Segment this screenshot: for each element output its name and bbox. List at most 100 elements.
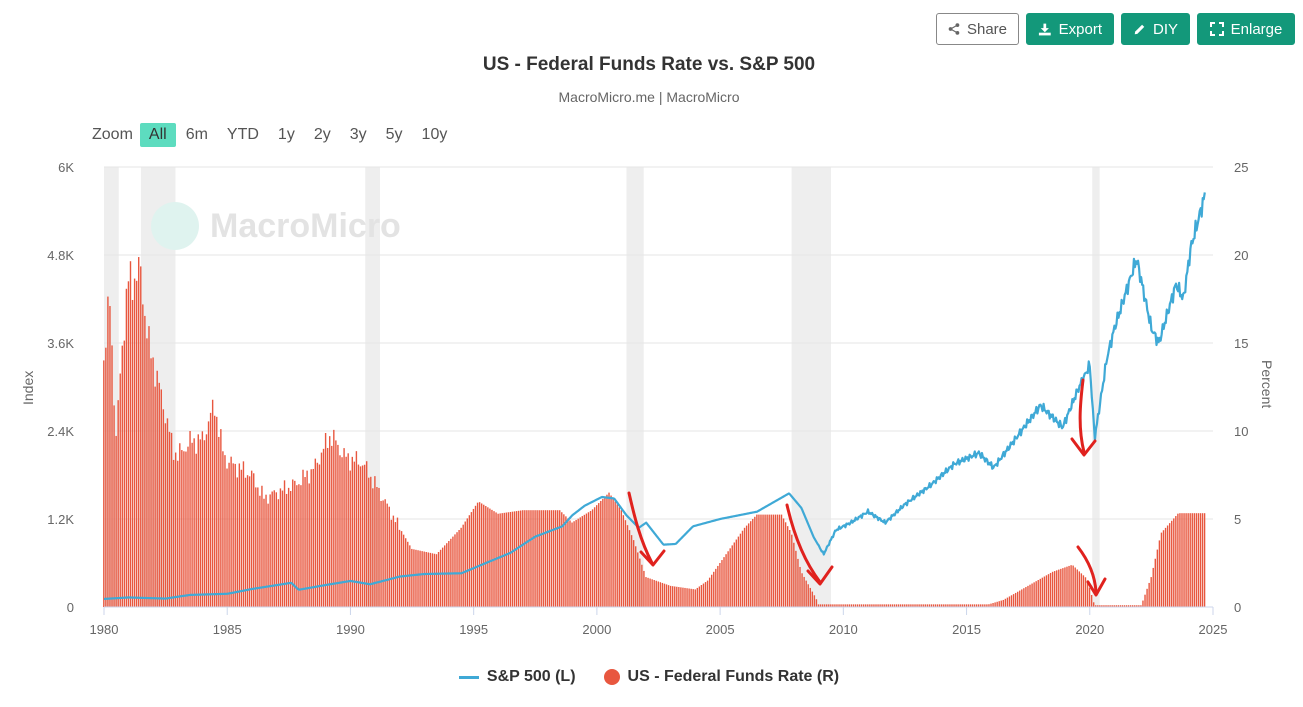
fed-funds-bar (216, 416, 218, 607)
fed-funds-bar (860, 604, 863, 607)
annotation-arrow-head (806, 565, 834, 586)
fed-funds-bar (394, 522, 397, 607)
fed-funds-bar (162, 409, 165, 607)
fed-funds-bar (733, 542, 735, 607)
fed-funds-bar (686, 588, 688, 607)
fed-funds-bar (185, 451, 187, 607)
fed-funds-bar (595, 505, 598, 607)
fed-funds-bar (1051, 571, 1054, 607)
fed-funds-bar (351, 456, 353, 607)
diy-button[interactable]: DIY (1121, 13, 1190, 45)
fed-funds-bar (877, 604, 879, 607)
share-label: Share (966, 20, 1007, 38)
zoom-option-all[interactable]: All (139, 123, 176, 147)
enlarge-button[interactable]: Enlarge (1197, 13, 1295, 45)
fed-funds-bar (1113, 605, 1115, 607)
right-tick-label: 15 (1234, 336, 1248, 351)
fed-funds-bar (343, 448, 345, 607)
fed-funds-bar (717, 565, 719, 607)
fed-funds-bar (501, 513, 503, 607)
fed-funds-bar (567, 518, 569, 607)
fed-funds-bar (166, 418, 169, 607)
zoom-option-5y[interactable]: 5y (385, 126, 403, 143)
fed-funds-bar (710, 574, 713, 607)
fed-funds-bar (156, 370, 158, 607)
fed-funds-bar (961, 604, 963, 607)
fed-funds-bar (253, 473, 255, 607)
fed-funds-bar (1097, 605, 1099, 607)
fed-funds-bar (446, 543, 448, 607)
fed-funds-bar (203, 440, 206, 607)
fed-funds-bar (1148, 582, 1150, 607)
fed-funds-bar (234, 463, 236, 607)
annotation-arrows (627, 378, 1107, 597)
legend-item-sp500[interactable]: S&P 500 (L) (458, 668, 576, 686)
fed-funds-bar (651, 579, 653, 607)
watermark-logo-icon (151, 202, 199, 250)
fed-funds-bar (298, 484, 300, 607)
fed-funds-bar (589, 510, 592, 607)
zoom-option-10y[interactable]: 10y (421, 126, 448, 143)
fed-funds-bar (727, 551, 729, 607)
fed-funds-bar (698, 586, 701, 607)
fed-funds-bar (507, 512, 510, 607)
zoom-option-2y[interactable]: 2y (313, 126, 331, 143)
fed-funds-bar (649, 578, 651, 607)
fed-funds-bar (901, 604, 904, 607)
fed-funds-bar (314, 458, 317, 607)
fed-funds-bar (832, 604, 834, 607)
fed-funds-bar (230, 456, 232, 607)
fed-funds-bar (1134, 605, 1136, 607)
zoom-option-3y[interactable]: 3y (349, 126, 367, 143)
fed-funds-bar (193, 438, 195, 607)
fed-funds-bar (1025, 587, 1027, 607)
fed-funds-bar (1021, 589, 1023, 607)
zoom-option-1y[interactable]: 1y (277, 126, 295, 143)
fed-funds-bar (565, 516, 567, 607)
share-button[interactable]: Share (936, 13, 1019, 45)
fed-funds-bar (667, 585, 670, 607)
fed-funds-bar (1029, 584, 1031, 607)
fed-funds-bar (536, 510, 538, 607)
fed-funds-bar (511, 511, 514, 607)
left-tick-label: 4.8K (47, 248, 74, 263)
legend-label-sp500: S&P 500 (L) (486, 668, 576, 685)
fed-funds-bar (811, 591, 814, 607)
fed-funds-bar (706, 580, 709, 607)
fed-funds-bar (462, 524, 464, 607)
fed-funds-bar (869, 604, 871, 607)
fed-funds-bar (1144, 594, 1146, 607)
fed-funds-bar (111, 345, 113, 607)
fed-funds-bar (721, 560, 723, 607)
fed-funds-bar (331, 445, 333, 607)
fed-funds-bar (690, 588, 692, 607)
fed-funds-bar (349, 470, 351, 607)
fed-funds-bar (324, 432, 327, 607)
x-tick-label: 2025 (1199, 622, 1228, 637)
fed-funds-bar (1164, 527, 1167, 607)
fed-funds-bar (986, 604, 988, 607)
fed-funds-bar (353, 461, 356, 607)
export-button[interactable]: Export (1026, 13, 1114, 45)
fed-funds-bar (142, 304, 144, 607)
annotation-arrow-head (639, 549, 666, 567)
legend-item-fed-funds[interactable]: US - Federal Funds Rate (R) (603, 668, 839, 686)
fed-funds-bar (628, 530, 631, 607)
fed-funds-bar (316, 462, 319, 607)
fed-funds-bar (1105, 605, 1107, 607)
fed-funds-bar (875, 604, 877, 607)
fed-funds-bar (1156, 549, 1159, 607)
fed-funds-bar (1014, 592, 1017, 607)
fed-funds-bar (598, 503, 600, 607)
fed-funds-bar (1092, 602, 1095, 607)
fed-funds-bar (1111, 605, 1113, 607)
fed-funds-bar (168, 431, 171, 607)
fed-funds-bar (1140, 605, 1142, 607)
zoom-option-6m[interactable]: 6m (185, 126, 208, 143)
fed-funds-bar (715, 568, 717, 607)
fed-funds-bar (1179, 513, 1181, 607)
zoom-option-ytd[interactable]: YTD (226, 126, 259, 143)
fed-funds-bar (308, 483, 310, 607)
x-tick-label: 2010 (829, 622, 858, 637)
fed-funds-bar (125, 288, 128, 607)
